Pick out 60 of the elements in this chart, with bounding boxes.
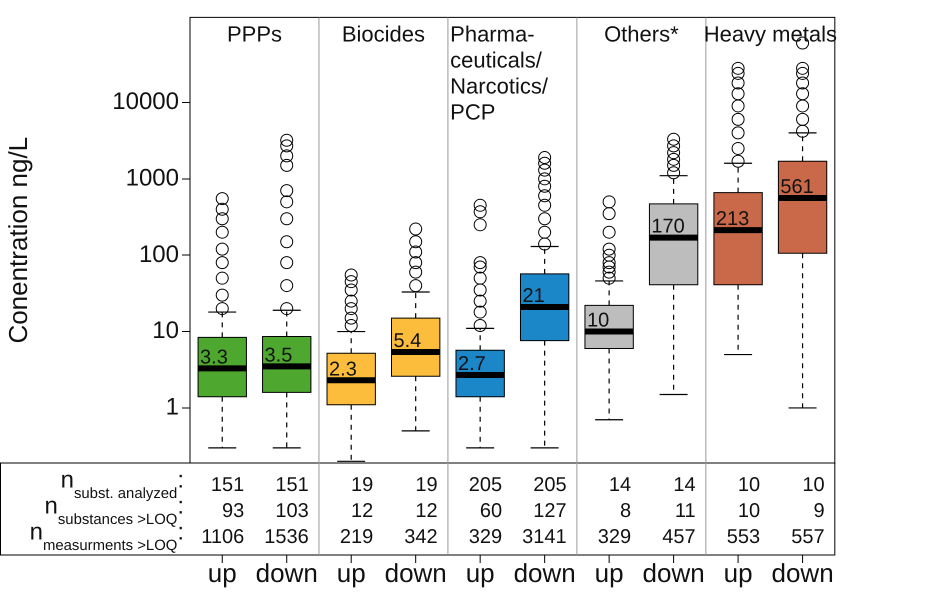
text: 342: [404, 526, 438, 548]
x-tick-label: up: [208, 558, 237, 588]
text: 127: [533, 500, 567, 522]
x-tick-label: up: [466, 558, 495, 588]
text: 151: [210, 474, 244, 496]
x-tick-label: down: [256, 558, 318, 588]
text: 561: [780, 176, 814, 198]
text: 2.7: [458, 352, 486, 375]
y-tick-label: 100: [138, 240, 179, 268]
text: 219: [340, 526, 374, 548]
text: 170: [651, 216, 685, 238]
y-tick-label: 1000: [126, 164, 179, 192]
x-tick-label: up: [594, 558, 624, 588]
text: 14: [673, 474, 696, 496]
text: 12: [415, 500, 438, 522]
text: 3.5: [264, 344, 292, 366]
annotation: Others*: [604, 21, 680, 46]
text: 1536: [264, 526, 309, 548]
y-tick-label: 10000: [112, 88, 179, 116]
x-tick-label: down: [514, 558, 576, 588]
text: 557: [791, 526, 825, 548]
text: 1106: [201, 526, 244, 548]
text: 9: [813, 500, 825, 522]
text: 11: [674, 500, 696, 522]
text: 3.3: [200, 346, 228, 368]
text: 5.4: [394, 330, 422, 352]
x-tick-label: down: [384, 558, 447, 588]
text: 151: [275, 474, 309, 496]
text: 19: [350, 474, 374, 496]
text: 205: [468, 474, 502, 496]
text: 10: [802, 474, 825, 496]
text: 553: [726, 526, 760, 548]
text: 19: [415, 474, 438, 496]
x-tick-label: up: [336, 558, 366, 588]
y-tick-label: 1: [166, 394, 179, 421]
text: 457: [662, 526, 696, 548]
text: 329: [598, 526, 632, 548]
text: 8: [620, 500, 632, 522]
text: 329: [468, 526, 502, 548]
text: 14: [608, 474, 632, 496]
text: 10: [738, 500, 760, 522]
x-tick-label: down: [642, 558, 705, 588]
text: 12: [350, 500, 374, 522]
text: 3141: [522, 526, 567, 548]
text: 205: [533, 474, 567, 496]
y-axis-title: Conentration ng/L: [2, 136, 33, 344]
text: 2.3: [329, 358, 357, 380]
x-tick-label: down: [771, 558, 834, 588]
text: 93: [222, 500, 244, 522]
annotation: 10: [586, 310, 610, 332]
text: 10: [738, 474, 760, 496]
annotation: PPPs: [226, 21, 282, 46]
annotation: Biocides: [342, 21, 426, 46]
text: 21: [522, 284, 545, 307]
text: 213: [716, 208, 750, 230]
annotation: Pharma- ceuticals/ Narcotics/ PCP: [450, 21, 549, 124]
y-tick-label: 10: [152, 317, 179, 344]
text: 60: [480, 500, 502, 522]
x-tick-label: up: [724, 558, 753, 588]
text: 103: [275, 500, 309, 522]
